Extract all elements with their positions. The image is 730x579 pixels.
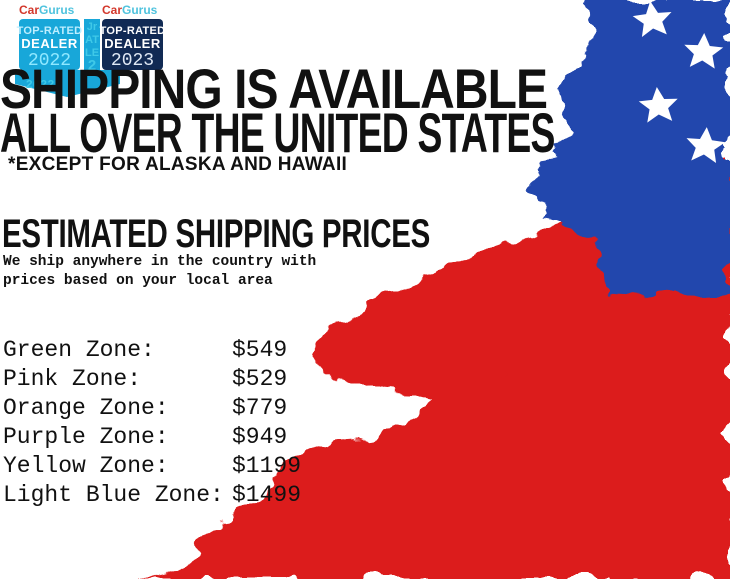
svg-text:CarGurus: CarGurus bbox=[102, 3, 158, 17]
svg-text:AT: AT bbox=[85, 34, 99, 46]
svg-text:DEALER: DEALER bbox=[21, 36, 78, 51]
svg-text:CarGurus: CarGurus bbox=[19, 3, 75, 17]
svg-text:DEALER: DEALER bbox=[104, 36, 161, 51]
svg-text:Jr: Jr bbox=[87, 21, 98, 33]
